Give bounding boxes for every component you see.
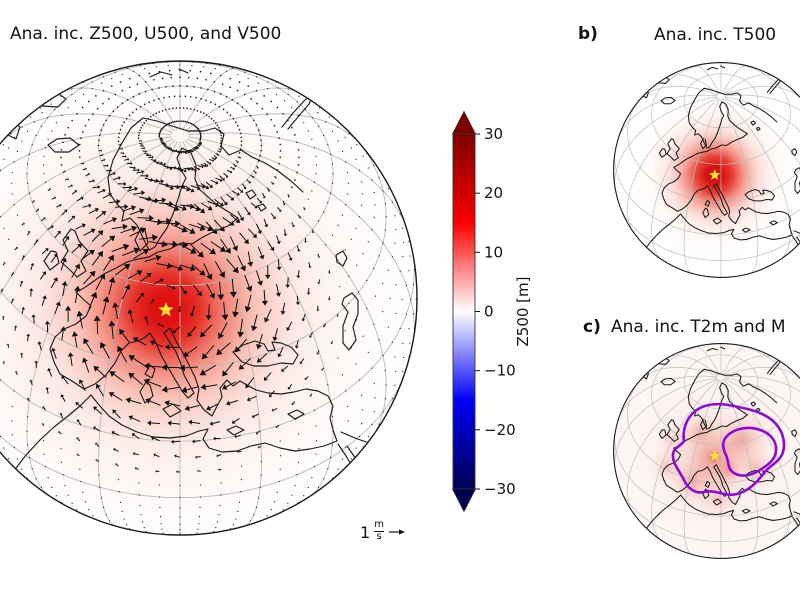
globe-a-star-marker — [158, 302, 174, 317]
panel-b-title: Ana. inc. T500 — [654, 25, 777, 45]
quiver-key-unit-numerator: m — [374, 519, 384, 530]
quiver-key-arrow — [388, 529, 405, 535]
globe-a-z500-increment-shading — [0, 61, 417, 535]
colorbar-extend-lower-arrow — [451, 488, 477, 513]
panel-b-label: b) — [578, 24, 598, 44]
globe-b-t500-increment-shading — [613, 62, 800, 278]
globe-c-t2m-increment-shading — [620, 365, 800, 555]
colorbar-tick-0: 0 — [484, 303, 494, 321]
colorbar-tick-marks — [475, 133, 480, 490]
globe-b-outline — [613, 62, 800, 278]
colorbar-tick-20: 20 — [484, 184, 503, 202]
globe-c-map — [613, 343, 800, 559]
globe-c-outline — [613, 343, 800, 559]
panel-c-label: c) — [583, 317, 601, 337]
globe-a-outline — [0, 60, 418, 536]
colorbar-tick-neg20: −20 — [484, 421, 516, 439]
quiver-key-value: 1 — [360, 522, 371, 542]
quiver-key-unit-denominator: s — [374, 530, 384, 542]
colorbar-axis-label: Z500 [m] — [514, 277, 532, 347]
colorbar-gradient — [453, 134, 475, 489]
colorbar-tick-neg10: −10 — [484, 362, 516, 380]
colorbar: 30 20 10 0 −10 −20 −30 Z500 [m] — [451, 110, 532, 513]
panel-c-title: Ana. inc. T2m and M — [611, 317, 786, 337]
colorbar-extend-upper-arrow — [451, 110, 477, 135]
globe-b-map — [613, 62, 800, 278]
globe-c-mslp-contour-outer — [671, 402, 786, 496]
globe-a-map — [0, 60, 418, 536]
globe-c-mslp-contour-inner — [721, 426, 778, 477]
colorbar-tick-30: 30 — [484, 125, 503, 143]
globe-b-star-marker — [709, 169, 721, 180]
globe-c-star-marker — [709, 450, 721, 461]
colorbar-tick-neg30: −30 — [484, 480, 516, 498]
colorbar-tick-10: 10 — [484, 243, 503, 261]
panel-a-title: Ana. inc. Z500, U500, and V500 — [10, 24, 282, 44]
